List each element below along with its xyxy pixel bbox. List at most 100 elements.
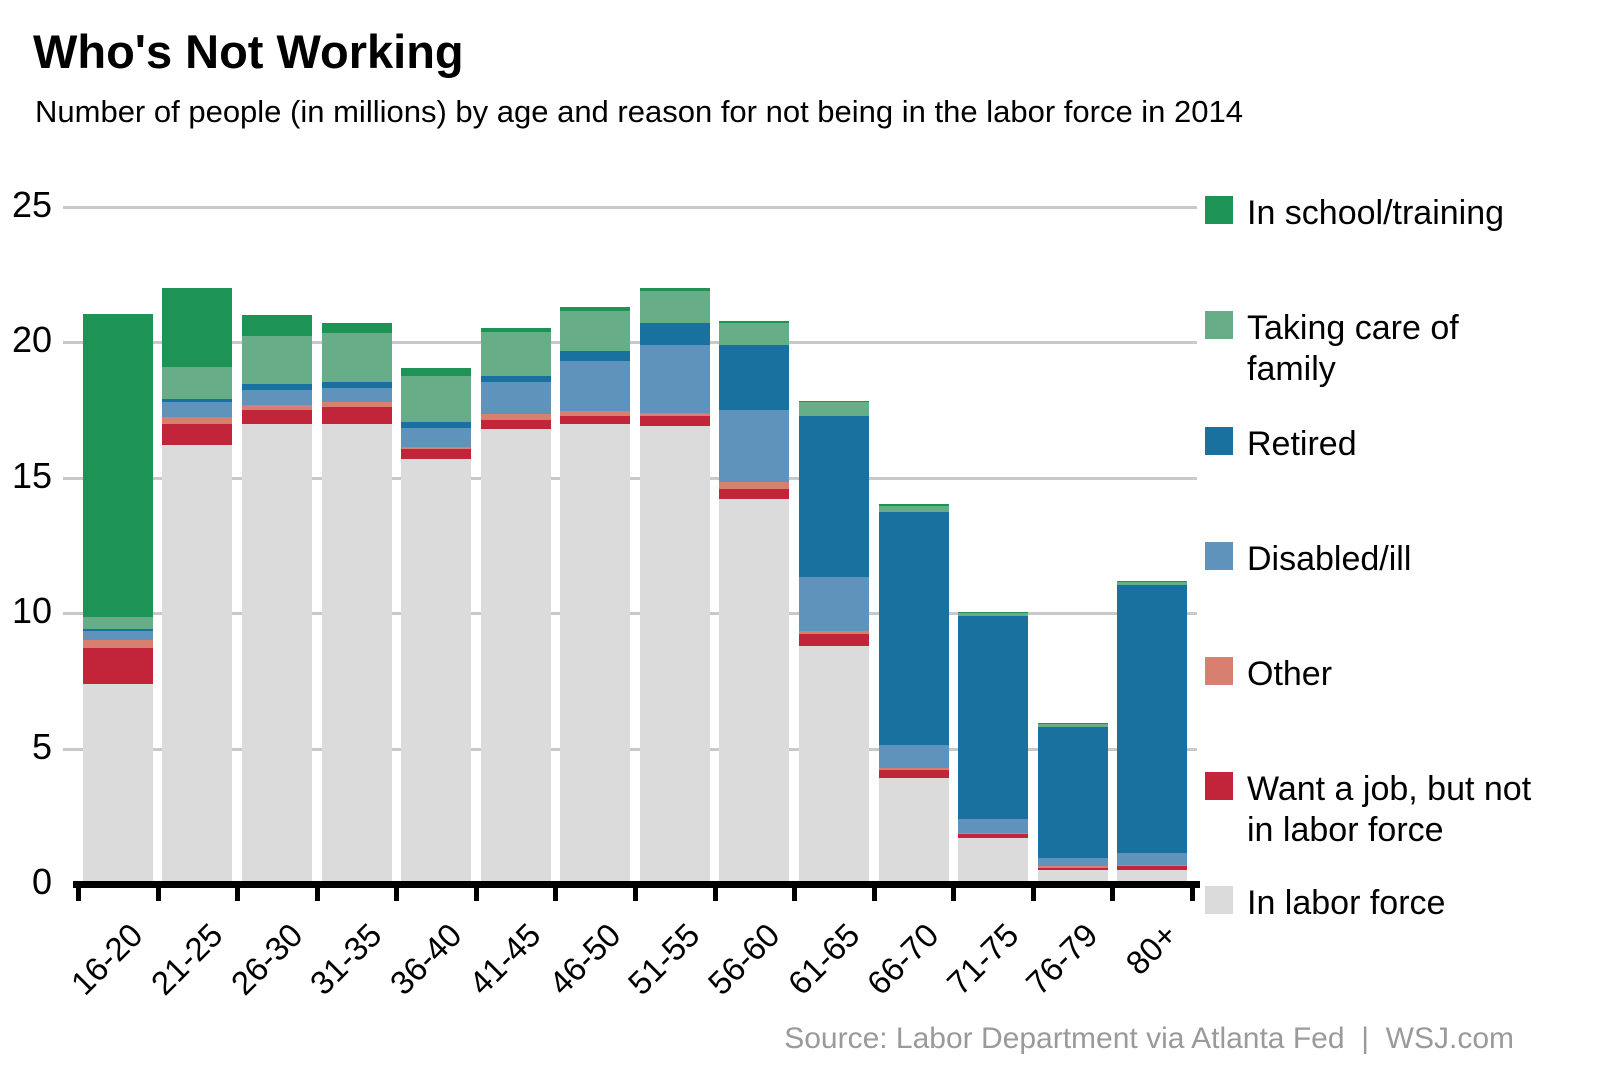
x-axis-tick [235, 888, 241, 901]
x-axis-label-76-79: 76-79 [1018, 916, 1105, 1002]
bar-segment-21-25-taking-care-of-family [162, 366, 233, 400]
bar-segment-80+-taking-care-of-family [1117, 582, 1188, 585]
bar-segment-61-65-disabled-ill [798, 576, 869, 631]
bar-segment-51-55-other [639, 412, 710, 416]
bar-segment-56-60-retired [719, 345, 790, 411]
bar-segment-56-60-want-a-job-but-not-in-labor-force [719, 488, 790, 500]
bar-segment-26-30-disabled-ill [241, 389, 312, 405]
x-axis-label-71-75: 71-75 [939, 916, 1026, 1002]
bar-segment-41-45-retired [480, 376, 551, 382]
x-axis-label-56-60: 56-60 [700, 916, 787, 1002]
bar-segment-61-65-want-a-job-but-not-in-labor-force [798, 633, 869, 646]
x-axis-label-31-35: 31-35 [302, 916, 389, 1002]
bar-segment-71-75-taking-care-of-family [958, 613, 1029, 616]
bar-segment-51-55-want-a-job-but-not-in-labor-force [639, 415, 710, 427]
bar-segment-76-79-other [1037, 866, 1108, 868]
bar-segment-66-70-taking-care-of-family [878, 506, 949, 512]
y-axis-label-5: 5 [31, 725, 52, 767]
bar-segment-16-20-disabled-ill [82, 630, 153, 641]
bar-segment-61-65-in-labor-force [798, 645, 869, 884]
x-axis-tick [553, 888, 559, 901]
x-axis-label-51-55: 51-55 [621, 916, 707, 1002]
bar-segment-80+-want-a-job-but-not-in-labor-force [1117, 866, 1188, 871]
bar-segment-41-45-other [480, 414, 551, 420]
legend-swatch-icon [1205, 886, 1233, 914]
bar-segment-61-65-in-school-training [798, 400, 869, 402]
bar-segment-36-40-retired [401, 422, 472, 428]
bar-segment-61-65-other [798, 630, 869, 634]
bar-segment-66-70-disabled-ill [878, 744, 949, 768]
bar-segment-31-35-retired [321, 381, 392, 389]
legend-label: Other [1247, 655, 1333, 693]
bar-segment-31-35-disabled-ill [321, 388, 392, 402]
bar-segment-56-60-disabled-ill [719, 410, 790, 482]
x-axis-tick [76, 888, 81, 901]
bar-segment-21-25-want-a-job-but-not-in-labor-force [162, 423, 233, 446]
bar-segment-16-20-want-a-job-but-not-in-labor-force [82, 648, 153, 684]
bar-segment-76-79-in-school-training [1037, 722, 1108, 725]
x-axis-label-46-50: 46-50 [541, 916, 628, 1002]
x-axis-tick [712, 888, 718, 901]
bar-segment-31-35-in-labor-force [321, 423, 392, 884]
bar-segment-80+-retired [1117, 584, 1188, 853]
bar-segment-66-70-in-labor-force [878, 778, 949, 884]
bar-segment-46-50-in-labor-force [560, 423, 631, 884]
y-axis-label-25: 25 [11, 184, 52, 225]
legend-label: Disabled/ill [1247, 540, 1412, 578]
x-axis-tick [633, 888, 638, 901]
bar-segment-16-20-retired [82, 629, 153, 631]
bar-segment-51-55-retired [639, 323, 710, 346]
bar-segment-71-75-want-a-job-but-not-in-labor-force [958, 833, 1029, 838]
bar-segment-76-79-retired [1037, 726, 1108, 859]
bar-segment-46-50-in-school-training [560, 307, 631, 312]
bar-segment-36-40-disabled-ill [401, 427, 472, 447]
x-axis-tick [155, 888, 161, 901]
bar-segment-36-40-taking-care-of-family [401, 376, 472, 423]
y-axis-label-20: 20 [11, 319, 52, 361]
bar-segment-16-20-in-labor-force [82, 683, 153, 884]
legend-label: Want a job, but not in labor force [1247, 770, 1532, 850]
x-axis-tick [1030, 888, 1036, 901]
bar-segment-41-45-disabled-ill [480, 381, 551, 415]
bar-segment-21-25-disabled-ill [162, 401, 233, 417]
bar-segment-80+-other [1117, 865, 1188, 867]
bar-segment-56-60-in-labor-force [719, 499, 790, 884]
bar-segment-51-55-in-labor-force [639, 426, 710, 884]
bar-segment-16-20-in-school-training [82, 313, 153, 618]
legend-label: Retired [1247, 425, 1357, 463]
bar-segment-80+-disabled-ill [1117, 852, 1188, 866]
bar-segment-21-25-in-labor-force [162, 445, 233, 884]
bar-segment-66-70-want-a-job-but-not-in-labor-force [878, 770, 949, 779]
bar-segment-61-65-taking-care-of-family [798, 401, 869, 416]
bar-segment-26-30-other [241, 404, 312, 411]
bar-segment-80+-in-labor-force [1117, 870, 1188, 884]
gridline-25 [63, 206, 1197, 209]
bar-segment-36-40-in-labor-force [401, 458, 472, 884]
bar-segment-31-35-in-school-training [321, 323, 392, 333]
bar-segment-76-79-disabled-ill [1037, 858, 1108, 867]
bar-segment-26-30-taking-care-of-family [241, 335, 312, 385]
bar-segment-41-45-want-a-job-but-not-in-labor-force [480, 419, 551, 430]
bar-segment-66-70-retired [878, 511, 949, 745]
bar-segment-31-35-taking-care-of-family [321, 332, 392, 382]
x-axis-tick [1110, 888, 1116, 901]
y-axis-label-15: 15 [11, 454, 52, 496]
bar-segment-71-75-in-school-training [958, 611, 1029, 614]
bar-segment-16-20-other [82, 640, 153, 649]
bar-segment-46-50-other [560, 411, 631, 416]
bar-segment-76-79-want-a-job-but-not-in-labor-force [1037, 867, 1108, 871]
bar-segment-26-30-want-a-job-but-not-in-labor-force [241, 410, 312, 424]
x-axis-tick [871, 888, 877, 901]
x-axis-label-26-30: 26-30 [223, 916, 310, 1002]
x-axis-tick [1190, 888, 1195, 901]
bar-segment-71-75-in-labor-force [958, 837, 1029, 884]
bar-segment-71-75-retired [958, 615, 1029, 819]
bar-segment-21-25-retired [162, 399, 233, 402]
bar-segment-26-30-retired [241, 384, 312, 390]
bar-segment-51-55-taking-care-of-family [639, 290, 710, 324]
chart-subtitle: Number of people (in millions) by age an… [35, 94, 1244, 129]
bar-segment-36-40-want-a-job-but-not-in-labor-force [401, 449, 472, 459]
bar-segment-80+-in-school-training [1117, 580, 1188, 583]
bar-segment-26-30-in-school-training [241, 315, 312, 336]
